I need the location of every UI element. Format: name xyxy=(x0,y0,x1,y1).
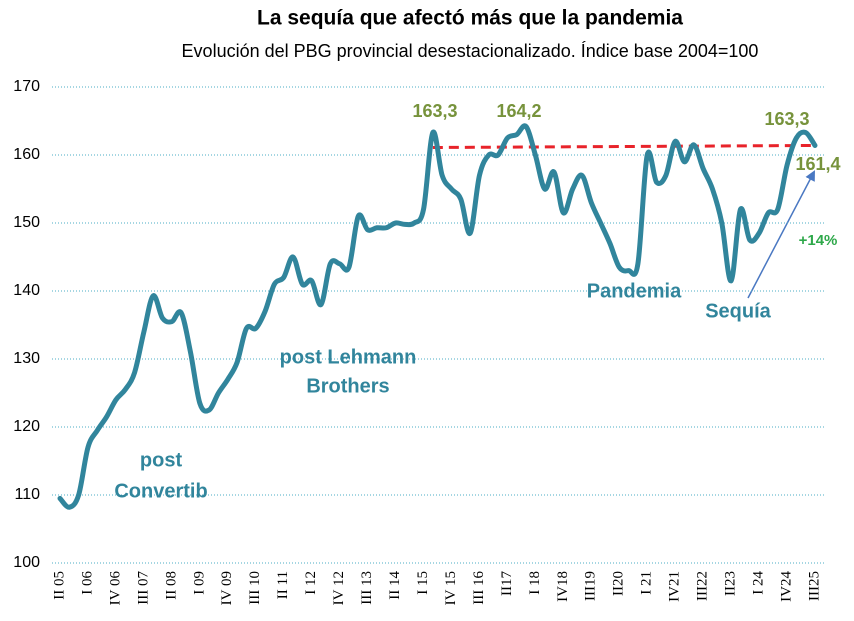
x-tick-label: I 21 xyxy=(639,571,655,595)
x-tick-label: III 07 xyxy=(135,571,151,605)
data-line xyxy=(57,123,818,510)
x-tick-label: IV18 xyxy=(555,571,571,602)
annotation: Pandemia xyxy=(587,280,682,302)
x-tick-label: I 18 xyxy=(527,571,543,595)
annotation: Brothers xyxy=(306,375,389,397)
x-tick-label: IV21 xyxy=(667,571,683,602)
annotation: post Lehmann xyxy=(280,346,417,368)
y-tick-label: 120 xyxy=(13,418,40,435)
y-tick-label: 160 xyxy=(13,146,40,163)
x-tick-label: I 24 xyxy=(751,571,767,595)
annotation: +14% xyxy=(799,232,838,249)
x-tick-label: I 15 xyxy=(415,571,431,595)
annotation: 163,3 xyxy=(412,101,457,121)
x-tick-label: II17 xyxy=(499,571,515,596)
annotation: 164,2 xyxy=(496,101,541,121)
x-tick-label: I 12 xyxy=(303,571,319,595)
y-tick-label: 110 xyxy=(14,486,40,503)
x-tick-label: III 16 xyxy=(471,571,487,605)
x-tick-label: IV 12 xyxy=(331,571,347,605)
x-tick-label: IV 09 xyxy=(219,571,235,605)
annotation: Sequía xyxy=(705,300,771,322)
x-tick-label: III25 xyxy=(806,571,822,601)
annotation: 163,3 xyxy=(764,109,809,129)
y-tick-label: 140 xyxy=(13,282,40,299)
arrow xyxy=(747,170,815,299)
reference-line xyxy=(432,143,816,150)
x-tick-label: III22 xyxy=(695,571,711,601)
x-tick-label: IV 06 xyxy=(107,571,123,606)
x-tick-label: II20 xyxy=(611,571,627,596)
x-tick-label: II23 xyxy=(723,571,739,596)
chart-subtitle: Evolución del PBG provincial desestacion… xyxy=(182,41,759,61)
x-tick-label: IV24 xyxy=(778,571,794,602)
y-tick-label: 150 xyxy=(13,214,40,231)
x-tick-label: II 14 xyxy=(387,571,403,600)
x-tick-label: IV 15 xyxy=(443,571,459,605)
annotation: 161,4 xyxy=(795,154,840,174)
x-tick-label: I 09 xyxy=(191,571,207,595)
x-tick-label: II 11 xyxy=(275,571,291,599)
x-tick-label: I 06 xyxy=(79,571,95,595)
y-tick-label: 170 xyxy=(13,78,40,95)
y-tick-label: 100 xyxy=(13,554,40,571)
x-tick-label: III 10 xyxy=(247,571,263,605)
y-tick-label: 130 xyxy=(13,350,40,367)
annotation: Convertib xyxy=(114,480,207,502)
x-tick-label: III 13 xyxy=(359,571,375,605)
annotation: post xyxy=(140,449,183,471)
x-tick-label: II 08 xyxy=(163,571,179,600)
x-tick-label: III19 xyxy=(583,571,599,601)
x-tick-label: II 05 xyxy=(51,571,67,600)
chart-title: La sequía que afectó más que la pandemia xyxy=(257,7,683,30)
